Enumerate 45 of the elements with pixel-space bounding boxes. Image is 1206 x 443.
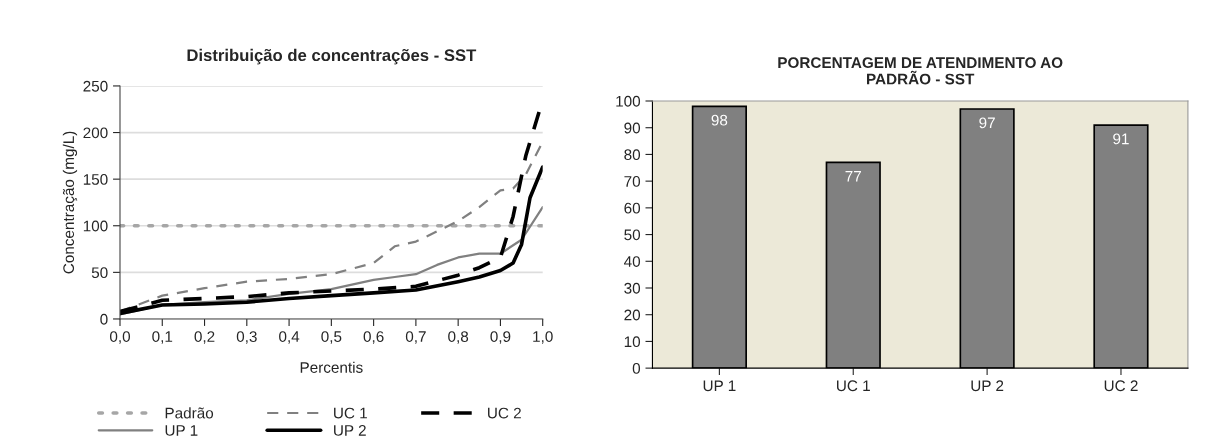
- y-tick-label: 200: [83, 127, 108, 139]
- x-tick-label: 0,1: [152, 331, 173, 344]
- x-tick-label: 0,9: [490, 331, 511, 344]
- legend-label: UC 2: [488, 407, 521, 419]
- x-tick-label: 0,5: [321, 331, 342, 344]
- legend-label: UP 1: [165, 425, 198, 436]
- legend-label: UP 2: [334, 424, 366, 436]
- y-tick-label: 40: [624, 256, 641, 267]
- y-tick-label: 20: [624, 309, 641, 321]
- y-tick-label: 250: [83, 80, 108, 92]
- x-tick-label: UC 2: [1104, 380, 1138, 392]
- y-tick-label: 70: [624, 176, 641, 187]
- data-label: 91: [1113, 133, 1129, 145]
- x-tick-label: UP 2: [971, 380, 1004, 392]
- x-tick-label: 0,7: [405, 331, 426, 344]
- chart-title: PORCENTAGEM DE ATENDIMENTO AO PADRÃO - SST: [778, 57, 1063, 85]
- y-tick-label: 10: [624, 336, 641, 348]
- y-tick-label: 100: [83, 220, 108, 232]
- chart-title: Distribuição de concentrações - SST: [187, 48, 477, 65]
- data-label: 77: [845, 171, 861, 182]
- y-tick-label: 50: [91, 267, 108, 279]
- x-tick-label: 0,6: [363, 331, 384, 344]
- x-tick-label: 0,2: [194, 331, 215, 344]
- x-tick-label: UC 1: [837, 380, 870, 392]
- y-tick-label: 150: [83, 174, 108, 185]
- x-tick-label: 0,4: [279, 331, 300, 344]
- legend-label: UC 1: [334, 407, 367, 419]
- y-tick-label: 80: [624, 149, 641, 161]
- legend-label: Padrão: [165, 407, 214, 419]
- y-tick-label: 0: [632, 363, 641, 374]
- x-tick-label: 0,0: [109, 331, 131, 344]
- y-tick-label: 60: [624, 202, 641, 214]
- x-tick-label: UP 1: [703, 380, 736, 392]
- data-label: 97: [979, 117, 995, 129]
- x-tick-label: 0,3: [236, 331, 257, 344]
- x-tick-label: 1,0: [533, 331, 553, 344]
- x-axis-title: Percentis: [300, 361, 363, 373]
- y-tick-label: 50: [624, 229, 641, 241]
- x-tick-label: 0,8: [448, 331, 469, 344]
- y-tick-label: 0: [100, 313, 108, 325]
- data-label: 98: [711, 114, 728, 126]
- y-tick-label: 90: [624, 122, 641, 134]
- y-tick-label: 30: [624, 282, 641, 294]
- y-tick-label: 100: [616, 95, 641, 107]
- y-axis-title: Concentração (mg/L): [62, 131, 78, 274]
